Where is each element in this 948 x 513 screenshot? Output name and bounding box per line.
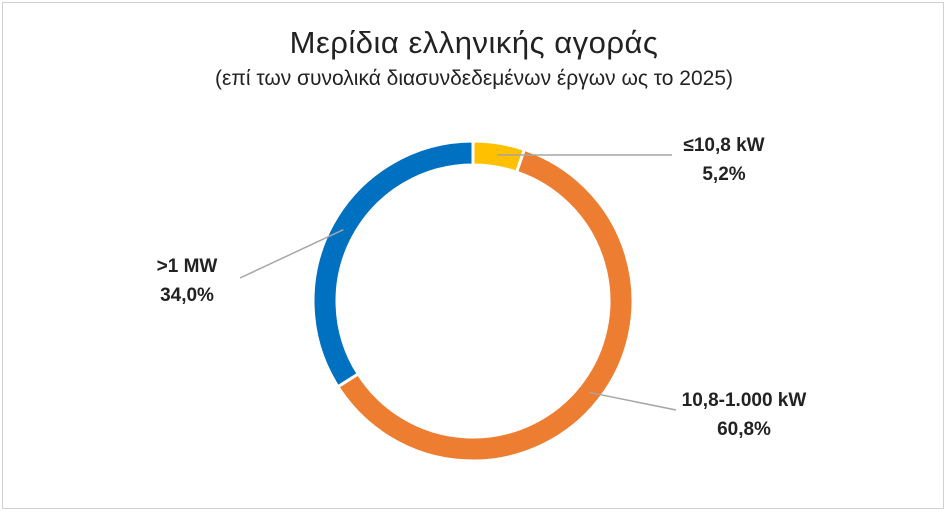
slice-label-large: >1 MW [157,256,218,277]
slice-label-small: ≤10,8 kW [683,135,764,156]
slice-value-large: 34,0% [160,285,214,306]
chart-title: Μερίδια ελληνικής αγοράς [289,25,659,60]
leader-line [589,391,677,411]
donut-slice-large [311,139,475,389]
slice-value-small: 5,2% [702,164,745,185]
chart-subtitle: (επί των συνολικά διασυνδεδεμένων έργων … [214,67,734,90]
slice-label-medium: 10,8-1.000 kW [682,390,807,411]
slice-value-medium: 60,8% [717,419,771,440]
leader-line [239,229,344,279]
donut-slice-small [471,139,527,175]
